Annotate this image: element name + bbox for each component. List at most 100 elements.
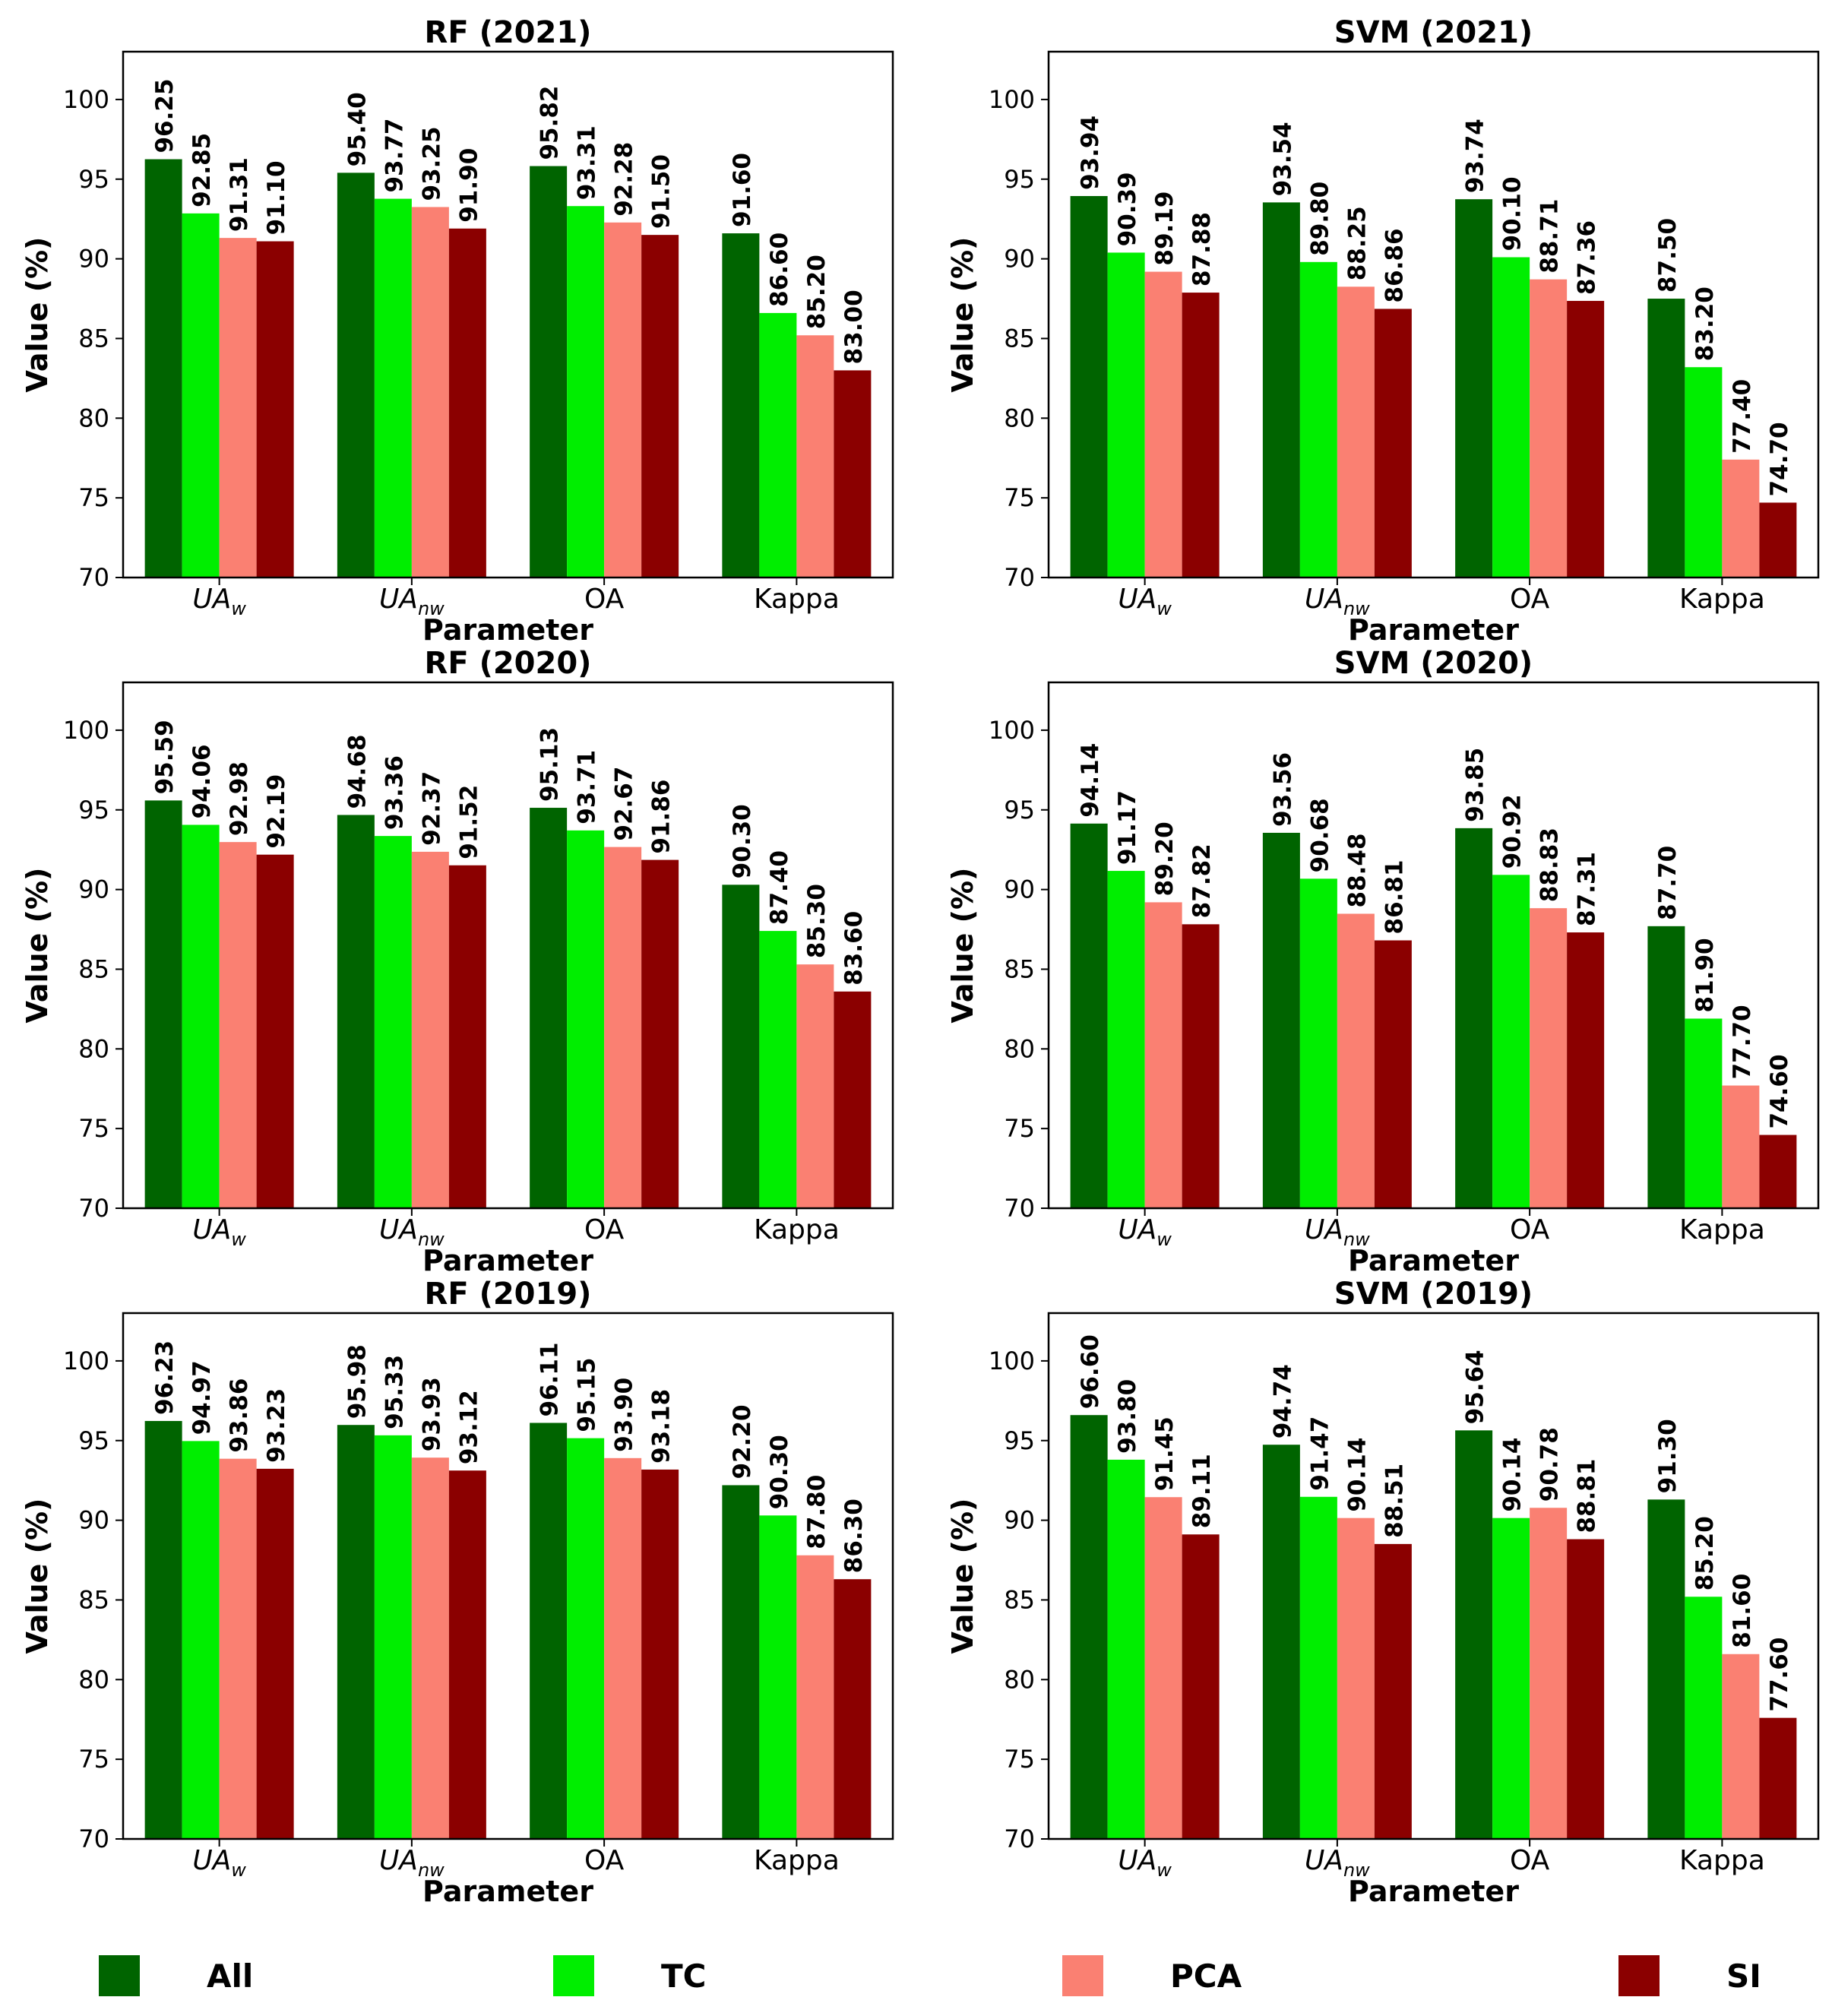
- bar-value-label: 90.14: [1343, 1438, 1371, 1512]
- bar-si-oa: [1567, 932, 1605, 1208]
- bar-value-label: 93.25: [418, 126, 445, 201]
- bar-all-uaw: [1070, 1415, 1108, 1839]
- y-tick-label: 70: [78, 1194, 109, 1223]
- y-axis-label: Value (%): [21, 868, 54, 1024]
- bar-all-oa: [530, 808, 568, 1208]
- bar-value-label: 90.68: [1306, 798, 1334, 872]
- bar-all-oa: [1455, 1430, 1493, 1839]
- bar-tc-uanw: [374, 198, 412, 578]
- bar-value-label: 93.23: [263, 1388, 290, 1463]
- bar-pca-uaw: [1144, 1497, 1182, 1839]
- bar-all-kappa: [722, 885, 760, 1208]
- y-tick-label: 100: [989, 1347, 1035, 1375]
- chart-panel-rf-2021: RF (2021) 70 75 80 85 90 95 100 Value (%) 96.25 92…: [21, 15, 894, 647]
- bar-pca-oa: [604, 222, 642, 578]
- bar-tc-kappa: [759, 1515, 797, 1839]
- bar-value-label: 86.60: [766, 233, 793, 307]
- bar-value-label: 94.14: [1077, 743, 1104, 818]
- bar-value-label: 93.54: [1269, 122, 1296, 196]
- bar-value-label: 94.74: [1269, 1364, 1296, 1438]
- bar-value-label: 93.86: [226, 1378, 253, 1453]
- x-tick-label: UAnw: [379, 1845, 445, 1881]
- y-tick-label: 100: [63, 85, 109, 114]
- bar-value-label: 89.19: [1151, 191, 1179, 266]
- bar-value-label: 93.80: [1114, 1379, 1141, 1454]
- bar-all-uanw: [1262, 202, 1300, 578]
- bar-pca-uanw: [411, 851, 449, 1208]
- chart-title: SVM (2021): [1334, 15, 1533, 50]
- bar-value-label: 91.17: [1114, 790, 1141, 865]
- bar-all-uanw: [337, 1425, 375, 1839]
- bar-value-label: 90.78: [1536, 1427, 1564, 1502]
- bar-tc-uanw: [1299, 878, 1337, 1208]
- y-tick-label: 100: [63, 1347, 109, 1375]
- bar-si-kappa: [834, 370, 872, 578]
- x-tick-label: UAw: [192, 1214, 246, 1250]
- chart-title: RF (2019): [425, 1277, 592, 1312]
- legend-label: TC: [661, 1957, 707, 1995]
- y-tick-label: 85: [78, 324, 109, 353]
- bar-si-kappa: [1759, 1717, 1797, 1839]
- bar-si-kappa: [1759, 502, 1797, 578]
- x-tick-label: UAw: [1118, 1214, 1172, 1250]
- bar-tc-uaw: [1107, 252, 1145, 578]
- bar-tc-kappa: [1685, 1597, 1723, 1839]
- bar-all-kappa: [722, 1485, 760, 1839]
- bar-value-label: 92.19: [263, 774, 290, 849]
- chart-title: RF (2021): [425, 15, 592, 50]
- bar-value-label: 77.60: [1766, 1638, 1793, 1712]
- x-axis-label: Parameter: [422, 613, 593, 647]
- x-axis-label: Parameter: [422, 1875, 593, 1908]
- bar-si-uaw: [1182, 293, 1220, 578]
- bar-all-uaw: [144, 800, 182, 1208]
- legend-item-si: SI: [1618, 1953, 1761, 1999]
- bar-value-label: 95.13: [536, 727, 564, 802]
- bar-pca-kappa: [796, 335, 834, 578]
- bar-value-label: 95.64: [1462, 1350, 1489, 1424]
- bar-value-label: 92.37: [418, 771, 445, 846]
- bar-pca-uanw: [1337, 913, 1375, 1208]
- y-tick-label: 95: [78, 165, 109, 194]
- chart-panel-svm-2021: SVM (2021) 70 75 80 85 90 95 100 Value (%) 93.94 9…: [946, 15, 1820, 647]
- bar-tc-uaw: [182, 213, 220, 578]
- bar-value-label: 83.60: [840, 911, 868, 986]
- x-tick-label: UAw: [192, 584, 246, 619]
- y-axis-label: Value (%): [21, 1499, 54, 1654]
- bar-value-label: 83.20: [1691, 286, 1719, 361]
- bar-value-label: 88.51: [1381, 1464, 1408, 1538]
- bar-pca-uanw: [1337, 286, 1375, 578]
- y-tick-label: 95: [78, 796, 109, 824]
- bar-value-label: 88.83: [1536, 828, 1564, 902]
- bar-si-oa: [1567, 300, 1605, 578]
- legend-label: PCA: [1170, 1957, 1242, 1995]
- x-tick-label: Kappa: [754, 1214, 840, 1245]
- bar-all-kappa: [722, 233, 760, 578]
- bar-value-label: 93.85: [1462, 748, 1489, 822]
- bar-value-label: 87.40: [766, 850, 793, 925]
- bar-si-uanw: [1374, 309, 1412, 578]
- bar-pca-uanw: [411, 1457, 449, 1839]
- bar-tc-oa: [567, 1438, 605, 1839]
- bar-all-oa: [1455, 199, 1493, 578]
- legend-item-pca: PCA: [1062, 1953, 1242, 1999]
- bar-value-label: 77.40: [1729, 379, 1756, 454]
- bar-pca-uanw: [1337, 1518, 1375, 1839]
- bar-value-label: 85.20: [803, 255, 831, 329]
- bar-value-label: 93.77: [381, 118, 408, 192]
- bar-si-kappa: [834, 1579, 872, 1839]
- bar-si-uanw: [448, 228, 486, 578]
- plot-frame: [122, 681, 894, 1210]
- chart-title: SVM (2020): [1334, 646, 1533, 681]
- bar-value-label: 86.81: [1381, 859, 1408, 934]
- y-tick-label: 85: [78, 1585, 109, 1614]
- bar-tc-oa: [1492, 1518, 1530, 1839]
- bar-pca-oa: [604, 847, 642, 1208]
- bar-tc-uaw: [182, 1441, 220, 1839]
- bar-value-label: 81.60: [1729, 1574, 1756, 1648]
- bar-value-label: 94.97: [188, 1360, 216, 1435]
- bar-value-label: 91.90: [455, 148, 483, 223]
- bar-tc-uanw: [374, 836, 412, 1208]
- bar-si-oa: [641, 1469, 679, 1839]
- bar-value-label: 91.86: [648, 780, 676, 854]
- bar-all-uaw: [1070, 195, 1108, 578]
